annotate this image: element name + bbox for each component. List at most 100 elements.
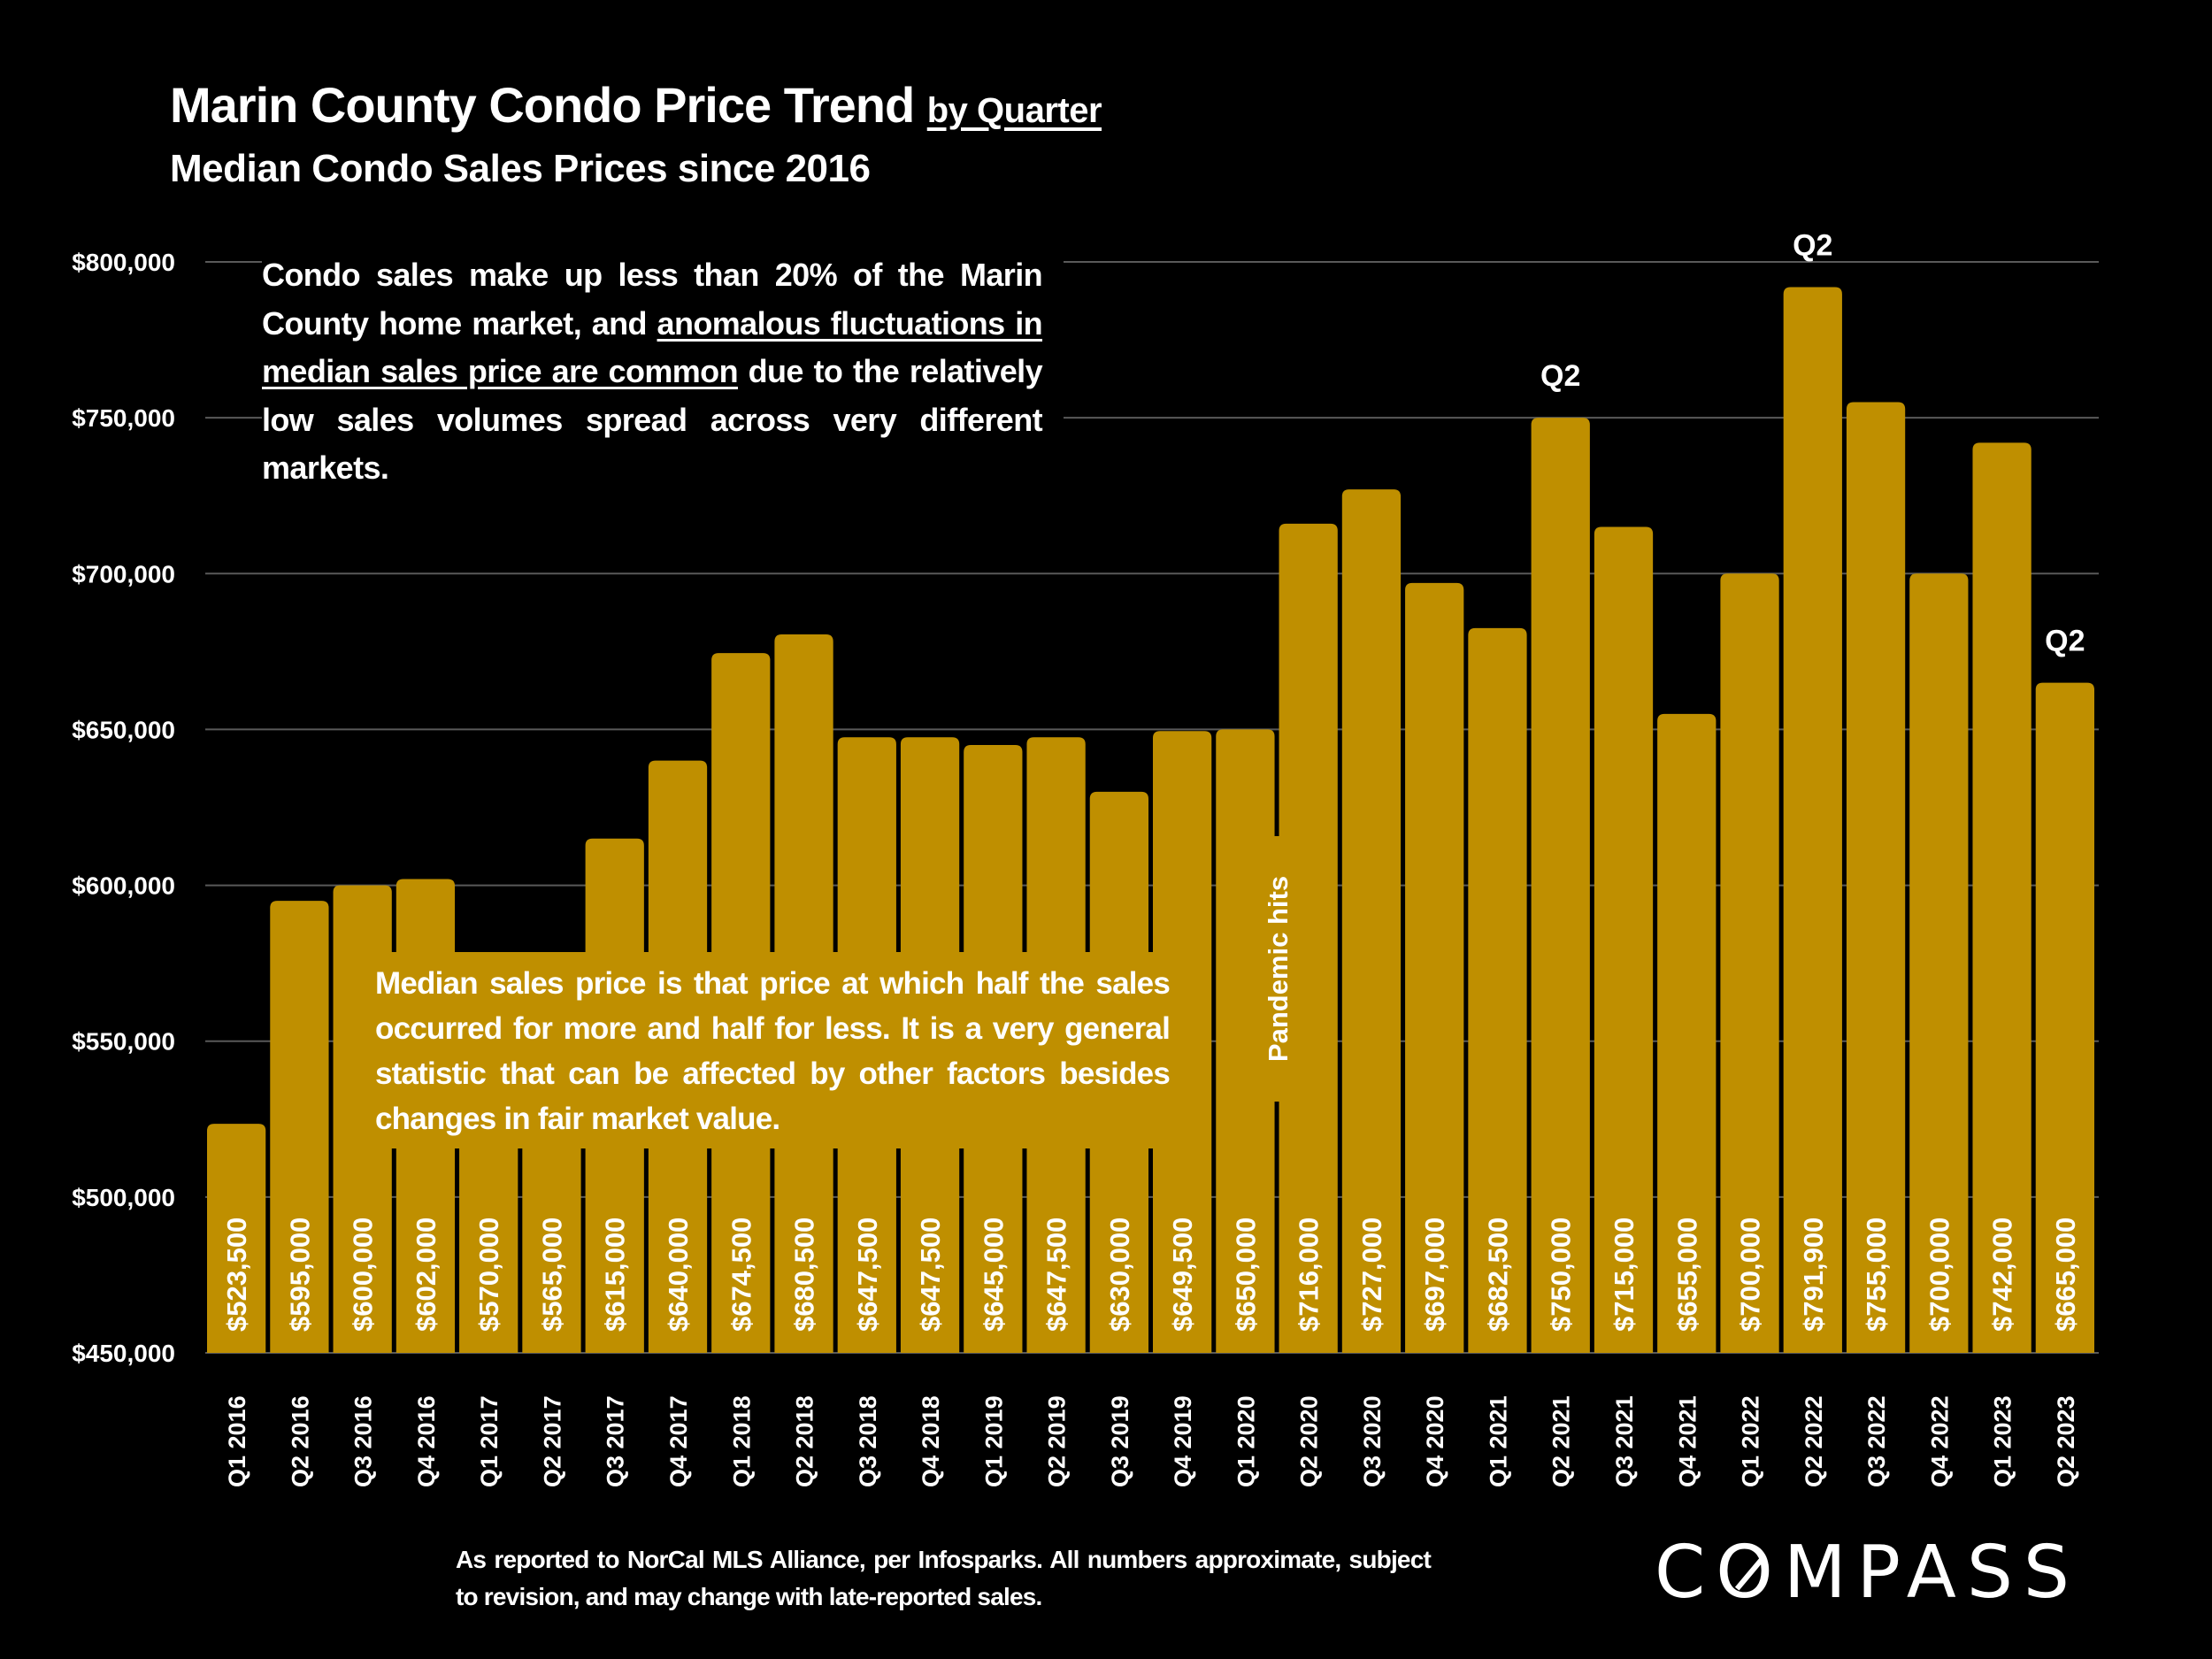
chart-title-suffix: by Quarter bbox=[926, 91, 1102, 130]
bar bbox=[270, 901, 329, 1353]
bar bbox=[1846, 402, 1906, 1353]
x-tick-label: Q2 2018 bbox=[792, 1395, 818, 1487]
market-share-note: Condo sales make up less than 20% of the… bbox=[262, 251, 1064, 493]
bar-value-label: $647,500 bbox=[915, 1217, 946, 1332]
y-tick-label: $700,000 bbox=[72, 560, 175, 588]
bar-value-label: $742,000 bbox=[1987, 1217, 2018, 1332]
bar-value-label: $674,500 bbox=[726, 1217, 757, 1332]
bar-value-label: $640,000 bbox=[663, 1217, 694, 1332]
y-tick-label: $550,000 bbox=[72, 1028, 175, 1056]
bar-value-label: $615,000 bbox=[600, 1217, 631, 1332]
x-tick-label: Q2 2019 bbox=[1044, 1395, 1071, 1487]
bar bbox=[1657, 713, 1717, 1353]
bar-value-label: $697,000 bbox=[1419, 1217, 1450, 1332]
x-tick-label: Q2 2020 bbox=[1296, 1395, 1323, 1487]
y-tick-label: $650,000 bbox=[72, 716, 175, 743]
bar bbox=[1153, 731, 1212, 1353]
x-tick-label: Q4 2019 bbox=[1170, 1395, 1196, 1487]
bar-value-label: $600,000 bbox=[348, 1217, 379, 1332]
chart-subtitle: Median Condo Sales Prices since 2016 bbox=[170, 147, 871, 190]
bar-value-label: $791,900 bbox=[1798, 1217, 1829, 1332]
x-tick-label: Q2 2021 bbox=[1548, 1395, 1575, 1487]
x-axis-ticks: Q1 2016 Q2 2016 Q3 2016 Q4 2016 Q1 2017 Q2 20… bbox=[224, 1395, 2079, 1487]
x-tick-label: Q1 2018 bbox=[728, 1395, 755, 1487]
x-tick-label: Q2 2017 bbox=[539, 1395, 565, 1487]
compass-logo: COMPASS bbox=[1655, 1531, 2080, 1615]
x-tick-label: Q1 2020 bbox=[1233, 1395, 1259, 1487]
bar-value-label: $715,000 bbox=[1609, 1217, 1640, 1332]
y-tick-label: $750,000 bbox=[72, 404, 175, 432]
x-tick-label: Q3 2019 bbox=[1107, 1395, 1133, 1487]
y-tick-label: $600,000 bbox=[72, 872, 175, 900]
bar-value-label: $700,000 bbox=[1735, 1217, 1766, 1332]
bar-value-label: $700,000 bbox=[1924, 1217, 1955, 1332]
x-tick-label: Q3 2018 bbox=[855, 1395, 881, 1487]
logo-letter-o: O bbox=[1716, 1531, 1784, 1615]
q2-marker-label: Q2 bbox=[1540, 359, 1580, 393]
x-tick-label: Q1 2021 bbox=[1485, 1395, 1511, 1487]
bar bbox=[1279, 523, 1338, 1353]
x-tick-label: Q3 2017 bbox=[603, 1395, 629, 1487]
bar-value-label: $716,000 bbox=[1294, 1217, 1325, 1332]
bar-value-label: $665,000 bbox=[2050, 1217, 2081, 1332]
x-tick-label: Q1 2019 bbox=[980, 1395, 1007, 1487]
q2-marker-label: Q2 bbox=[2045, 625, 2085, 658]
bar-value-label: $727,000 bbox=[1356, 1217, 1387, 1332]
market-share-note-text-1: Condo sales make up less than 20% of the… bbox=[262, 257, 1043, 342]
bar-value-label: $649,500 bbox=[1167, 1217, 1198, 1332]
pandemic-annotation: Pandemic hits bbox=[1261, 836, 1296, 1102]
x-tick-label: Q4 2017 bbox=[665, 1395, 692, 1487]
bar-value-label: $602,000 bbox=[411, 1217, 442, 1332]
bar-value-label: $647,500 bbox=[1041, 1217, 1072, 1332]
y-axis-ticks: $450,000 $500,000 $550,000 $600,000 $650,000… bbox=[72, 249, 175, 1367]
q2-marker-label: Q2 bbox=[1793, 229, 1832, 263]
bars: $523,500 $595,000 $600,000 $602,000 $570,000… bbox=[207, 287, 2094, 1354]
x-tick-label: Q2 2016 bbox=[287, 1395, 313, 1487]
x-tick-label: Q4 2020 bbox=[1422, 1395, 1448, 1487]
y-tick-label: $450,000 bbox=[72, 1340, 175, 1367]
bar bbox=[1594, 526, 1654, 1353]
bar bbox=[1341, 489, 1402, 1353]
bar bbox=[2035, 682, 2094, 1353]
bar bbox=[207, 1124, 266, 1353]
bar bbox=[1531, 418, 1590, 1354]
pandemic-label: Pandemic hits bbox=[1263, 875, 1294, 1063]
bar-value-label: $523,500 bbox=[221, 1217, 252, 1332]
q2-markers: Q2 Q2 Q2 bbox=[1540, 229, 2085, 658]
x-tick-label: Q4 2022 bbox=[1926, 1395, 1953, 1487]
bar bbox=[1972, 442, 2032, 1354]
x-tick-label: Q1 2017 bbox=[476, 1395, 503, 1487]
median-definition-note: Median sales price is that price at whic… bbox=[359, 952, 1171, 1148]
bar-value-label: $645,000 bbox=[978, 1217, 1009, 1332]
bar bbox=[1720, 573, 1779, 1353]
bar-value-label: $647,500 bbox=[852, 1217, 883, 1332]
bar bbox=[1783, 287, 1842, 1353]
bar-value-label: $595,000 bbox=[284, 1217, 315, 1332]
bar bbox=[1909, 573, 1969, 1353]
median-definition-text: Median sales price is that price at whic… bbox=[375, 966, 1171, 1136]
bar-value-label: $630,000 bbox=[1104, 1217, 1135, 1332]
source-footnote: As reported to NorCal MLS Alliance, per … bbox=[456, 1546, 1432, 1610]
market-share-note-underlined: anomalous fluctuations in median sales p… bbox=[262, 304, 1043, 390]
bar-value-label: $570,000 bbox=[473, 1217, 504, 1332]
x-tick-label: Q4 2018 bbox=[918, 1395, 944, 1487]
x-tick-label: Q4 2021 bbox=[1674, 1395, 1701, 1487]
bar-value-label: $750,000 bbox=[1546, 1217, 1577, 1332]
logo-compass-o-icon: O bbox=[1716, 1531, 1784, 1615]
bar bbox=[1405, 582, 1464, 1353]
logo-letters-mpass: MPASS bbox=[1783, 1531, 2080, 1615]
x-tick-label: Q1 2016 bbox=[224, 1395, 250, 1487]
bar bbox=[1468, 627, 1527, 1353]
bar-value-label: $655,000 bbox=[1671, 1217, 1702, 1332]
x-tick-label: Q4 2016 bbox=[413, 1395, 440, 1487]
x-tick-label: Q1 2023 bbox=[1990, 1395, 2016, 1487]
bar-value-label: $682,500 bbox=[1482, 1217, 1513, 1332]
x-tick-label: Q2 2022 bbox=[1801, 1395, 1827, 1487]
chart-title: Marin County Condo Price Trend by Quarte… bbox=[170, 76, 1102, 134]
y-tick-label: $500,000 bbox=[72, 1184, 175, 1211]
bar-value-label: $650,000 bbox=[1230, 1217, 1261, 1332]
bar-value-label: $755,000 bbox=[1861, 1217, 1892, 1332]
market-share-note-text-2: due to the relatively low sales volumes … bbox=[262, 353, 1043, 486]
logo-letter-c: C bbox=[1655, 1531, 1717, 1615]
